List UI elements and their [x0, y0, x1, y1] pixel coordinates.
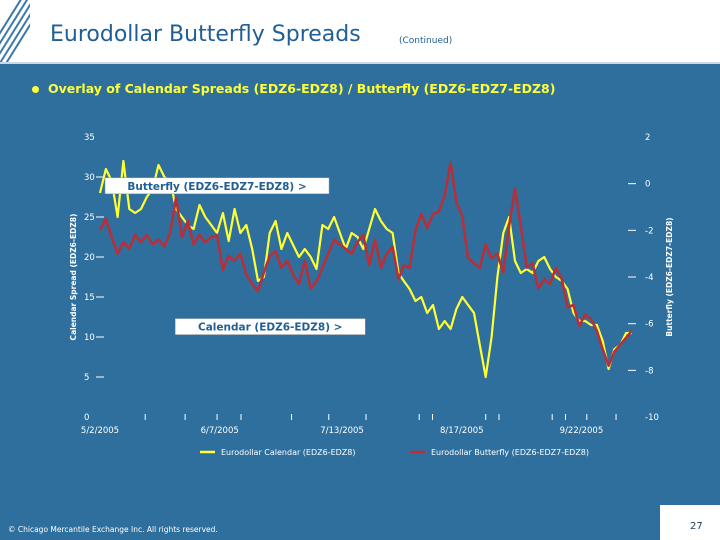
bullet-icon — [32, 86, 39, 93]
y-right-axis-title: Butterfly (EDZ6-EDZ7-EDZ8) — [665, 217, 674, 336]
y-right-tick-label: 0 — [645, 180, 650, 190]
overlay-line-chart: 0 5 10 15 20 25 30 35 -10 -8 -6 -4 -2 0 2 Calendar Spre… — [69, 133, 674, 457]
y-right-tick-label: -10 — [645, 413, 659, 423]
x-tick-label: 6/7/2005 — [201, 426, 239, 436]
y-right-tick-label: 2 — [645, 133, 650, 143]
bullet-text: Overlay of Calendar Spreads (EDZ6-EDZ8) … — [48, 81, 556, 96]
y-left-tick-label: 25 — [84, 213, 95, 223]
legend-label: Eurodollar Calendar (EDZ6-EDZ8) — [221, 448, 356, 457]
y-left-tick-label: 30 — [84, 173, 95, 183]
y-right-tick-label: -8 — [645, 366, 653, 376]
y-left-tick-label: 10 — [84, 333, 95, 343]
copyright-notice: © Chicago Mercantile Exchange Inc. All r… — [8, 525, 218, 534]
page-number: 27 — [690, 521, 703, 532]
y-right-tick-label: -6 — [645, 320, 653, 330]
page-subtitle: (Continued) — [399, 36, 453, 46]
annotation-box — [174, 318, 366, 335]
header-divider — [0, 62, 720, 64]
y-left-axis-title: Calendar Spread (EDZ6-EDZ8) — [69, 214, 78, 341]
y-left-tick-label: 35 — [84, 133, 95, 143]
y-right-tick-label: -2 — [645, 226, 653, 236]
x-tick-label: 8/17/2005 — [440, 426, 484, 436]
y-right-tick-label: -4 — [645, 273, 653, 283]
y-left-tick-label: 15 — [84, 293, 95, 303]
x-tick-label: 7/13/2005 — [320, 426, 364, 436]
y-left-tick-label: 5 — [84, 373, 89, 383]
annotation-label: Calendar (EDZ6-EDZ8) > — [198, 322, 342, 334]
x-tick-label: 5/2/2005 — [81, 426, 119, 436]
annotation-box — [104, 177, 330, 195]
annotation-label: Butterfly (EDZ6-EDZ7-EDZ8) > — [127, 181, 306, 193]
y-left-tick-label: 0 — [84, 413, 89, 423]
x-tick-label: 9/22/2005 — [560, 426, 604, 436]
header-panel — [0, 0, 720, 62]
butterfly-spread-line — [98, 161, 633, 368]
legend-label: Eurodollar Butterfly (EDZ6-EDZ7-EDZ8) — [431, 448, 589, 457]
y-left-tick-label: 20 — [84, 253, 95, 263]
page-title: Eurodollar Butterfly Spreads — [50, 22, 361, 47]
page-number-box — [660, 505, 720, 540]
